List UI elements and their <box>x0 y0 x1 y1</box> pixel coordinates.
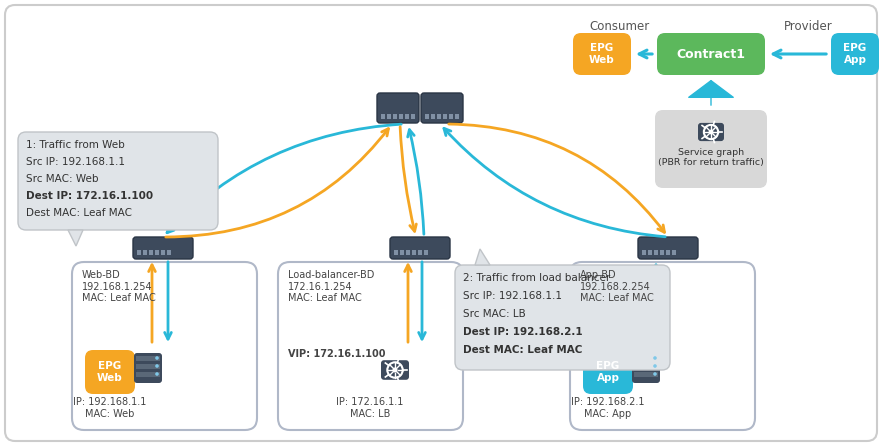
Circle shape <box>392 368 398 372</box>
FancyBboxPatch shape <box>570 262 755 430</box>
Text: Src IP: 192.168.1.1: Src IP: 192.168.1.1 <box>463 291 562 301</box>
Circle shape <box>155 364 159 368</box>
FancyBboxPatch shape <box>573 33 631 75</box>
Bar <box>136 364 160 369</box>
Text: Src MAC: Web: Src MAC: Web <box>26 174 99 184</box>
Bar <box>412 250 416 255</box>
FancyBboxPatch shape <box>133 237 193 259</box>
Bar <box>634 372 658 377</box>
Circle shape <box>654 372 657 376</box>
Text: EPG
Web: EPG Web <box>97 361 123 383</box>
Bar <box>425 114 429 119</box>
Bar <box>167 250 171 255</box>
Circle shape <box>708 130 714 134</box>
Bar <box>394 250 398 255</box>
Bar <box>405 114 409 119</box>
Text: EPG
App: EPG App <box>843 43 867 65</box>
Text: Consumer: Consumer <box>590 20 650 33</box>
Circle shape <box>654 356 657 360</box>
FancyBboxPatch shape <box>583 350 633 394</box>
Bar <box>654 250 658 255</box>
Bar <box>443 114 447 119</box>
Text: Dest MAC: Leaf MAC: Dest MAC: Leaf MAC <box>463 345 582 355</box>
Bar <box>642 250 646 255</box>
Bar <box>634 364 658 369</box>
Bar <box>136 356 160 361</box>
FancyBboxPatch shape <box>377 93 419 123</box>
Bar <box>393 114 397 119</box>
FancyBboxPatch shape <box>698 123 724 141</box>
Bar <box>161 250 165 255</box>
FancyBboxPatch shape <box>455 265 670 370</box>
Bar <box>155 250 159 255</box>
FancyBboxPatch shape <box>655 110 767 188</box>
FancyBboxPatch shape <box>134 353 162 383</box>
FancyBboxPatch shape <box>638 237 698 259</box>
Bar <box>143 250 147 255</box>
Bar <box>424 250 428 255</box>
Text: 2: Traffic from load balancer: 2: Traffic from load balancer <box>463 273 610 283</box>
Polygon shape <box>475 249 490 265</box>
FancyBboxPatch shape <box>421 93 463 123</box>
Bar <box>431 114 435 119</box>
Text: Dest IP: 192.168.2.1: Dest IP: 192.168.2.1 <box>463 327 583 337</box>
Bar <box>149 250 153 255</box>
FancyBboxPatch shape <box>381 360 409 380</box>
Circle shape <box>654 364 657 368</box>
FancyBboxPatch shape <box>5 5 877 441</box>
Bar <box>381 114 385 119</box>
Bar <box>666 250 670 255</box>
Text: Src IP: 192.168.1.1: Src IP: 192.168.1.1 <box>26 157 125 167</box>
Text: Dest IP: 172.16.1.100: Dest IP: 172.16.1.100 <box>26 191 153 201</box>
Polygon shape <box>68 230 83 246</box>
Bar <box>418 250 422 255</box>
Text: Dest MAC: Leaf MAC: Dest MAC: Leaf MAC <box>26 208 132 218</box>
FancyBboxPatch shape <box>278 262 463 430</box>
FancyBboxPatch shape <box>390 237 450 259</box>
Bar <box>400 250 404 255</box>
Bar <box>648 250 652 255</box>
Text: Service graph
(PBR for return traffic): Service graph (PBR for return traffic) <box>658 148 764 167</box>
Text: Load-balancer-BD
172.16.1.254
MAC: Leaf MAC: Load-balancer-BD 172.16.1.254 MAC: Leaf … <box>288 270 374 303</box>
Bar <box>411 114 415 119</box>
Bar <box>387 114 391 119</box>
Text: IP: 192.168.2.1
MAC: App: IP: 192.168.2.1 MAC: App <box>572 397 645 419</box>
FancyBboxPatch shape <box>831 33 879 75</box>
Bar <box>449 114 453 119</box>
Text: VIP: 172.16.1.100: VIP: 172.16.1.100 <box>288 349 385 359</box>
Text: IP: 192.168.1.1
MAC: Web: IP: 192.168.1.1 MAC: Web <box>73 397 146 419</box>
Circle shape <box>155 372 159 376</box>
Text: 1: Traffic from Web: 1: Traffic from Web <box>26 140 124 150</box>
Text: IP: 172.16.1.1
MAC: LB: IP: 172.16.1.1 MAC: LB <box>336 397 404 419</box>
Bar <box>137 250 141 255</box>
Bar <box>455 114 459 119</box>
Bar <box>399 114 403 119</box>
Bar <box>634 356 658 361</box>
FancyBboxPatch shape <box>632 353 660 383</box>
Circle shape <box>155 356 159 360</box>
FancyArrowPatch shape <box>689 81 733 105</box>
FancyBboxPatch shape <box>657 33 765 75</box>
Bar <box>437 114 441 119</box>
Text: Contract1: Contract1 <box>676 48 745 61</box>
Text: App-BD
192.168.2.254
MAC: Leaf MAC: App-BD 192.168.2.254 MAC: Leaf MAC <box>580 270 654 303</box>
Text: EPG
App: EPG App <box>596 361 620 383</box>
Bar <box>136 372 160 377</box>
Text: Src MAC: LB: Src MAC: LB <box>463 309 526 319</box>
FancyBboxPatch shape <box>72 262 257 430</box>
Bar <box>660 250 664 255</box>
Text: EPG
Web: EPG Web <box>589 43 615 65</box>
Bar <box>672 250 676 255</box>
FancyBboxPatch shape <box>85 350 135 394</box>
FancyBboxPatch shape <box>18 132 218 230</box>
Bar <box>406 250 410 255</box>
Text: Web-BD
192.168.1.254
MAC: Leaf MAC: Web-BD 192.168.1.254 MAC: Leaf MAC <box>82 270 156 303</box>
Text: Provider: Provider <box>783 20 833 33</box>
